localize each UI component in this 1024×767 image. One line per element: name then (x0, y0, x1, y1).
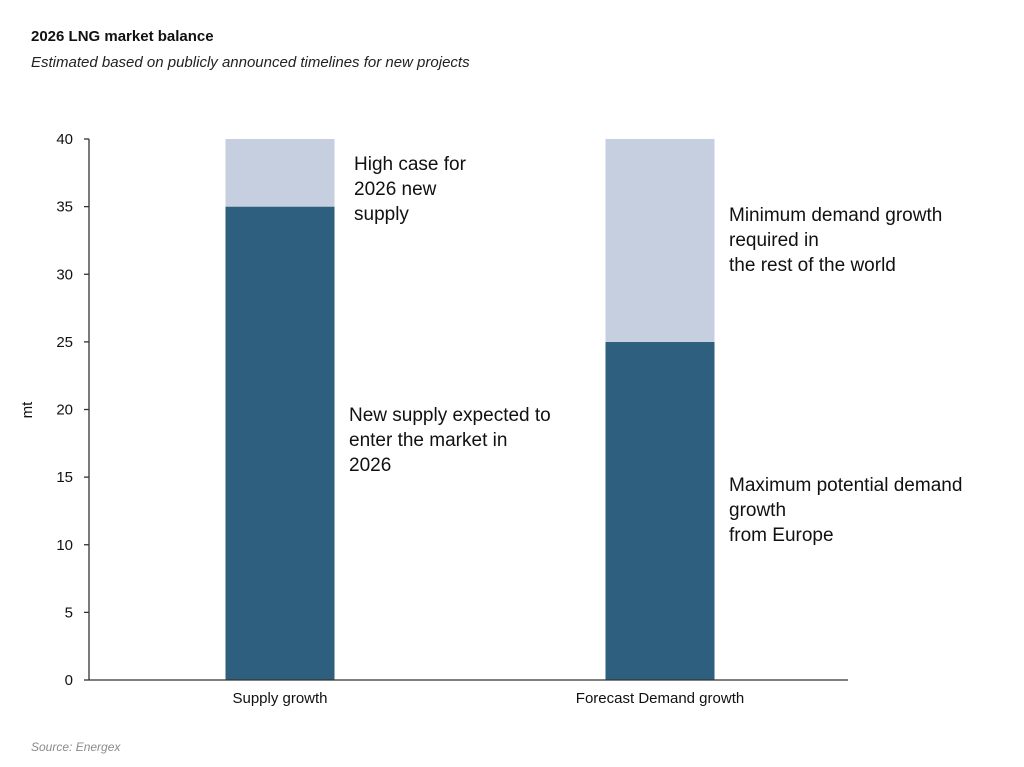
annotation-maximum-demand-europe: Maximum potential demand growth from Eur… (729, 475, 963, 546)
source-note: Source: Energex (31, 740, 121, 754)
x-tick-label: Forecast Demand growth (576, 690, 744, 707)
x-tick-label: Supply growth (232, 690, 327, 707)
y-tick-label: 30 (56, 266, 73, 283)
y-axis-label: mt (19, 401, 36, 418)
y-tick-label: 40 (56, 131, 73, 148)
y-tick-label: 25 (56, 334, 73, 351)
y-tick-label: 5 (65, 604, 73, 621)
annotation-new-supply: New supply expected to enter the market … (349, 405, 551, 476)
annotation-high-case-supply: High case for 2026 new supply (354, 154, 466, 225)
bar-segment-1-0 (605, 341, 715, 680)
y-tick-label: 20 (56, 402, 73, 419)
bar-segment-0-0 (225, 206, 335, 680)
y-tick-label: 0 (65, 672, 73, 689)
y-tick-label: 10 (56, 537, 73, 554)
y-tick-label: 35 (56, 199, 73, 216)
chart-subtitle: Estimated based on publicly announced ti… (31, 54, 470, 71)
chart-title: 2026 LNG market balance (31, 28, 214, 45)
bar-segment-1-1 (605, 139, 715, 342)
bar-segment-0-1 (225, 139, 335, 207)
annotation-minimum-demand: Minimum demand growth required in the re… (729, 205, 943, 276)
y-tick-label: 15 (56, 469, 73, 486)
